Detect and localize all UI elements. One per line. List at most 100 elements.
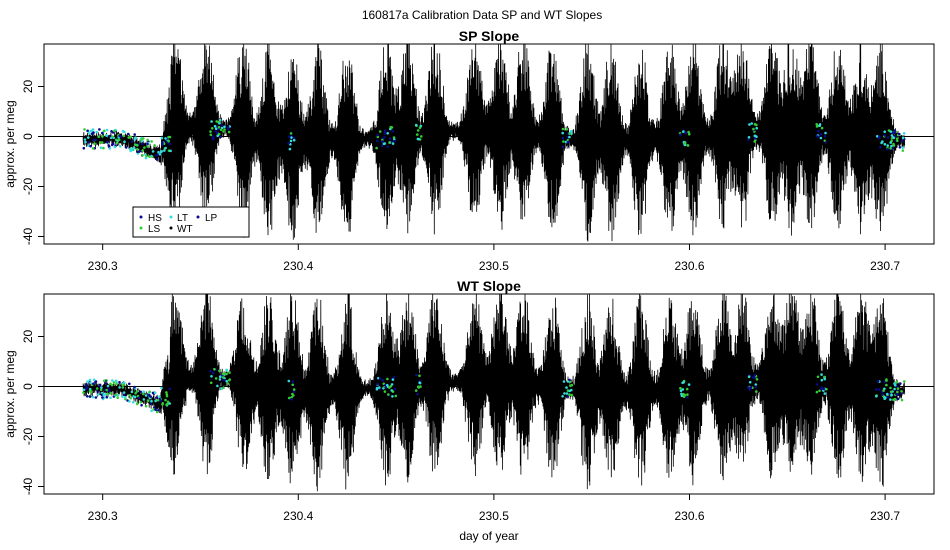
calibration-point-ls: [223, 372, 226, 375]
calibration-point-hs: [133, 385, 136, 389]
calibration-point-hs: [126, 132, 130, 136]
calibration-point-ls: [755, 378, 759, 381]
calibration-point-ls: [148, 390, 152, 394]
calibration-point-hs: [393, 387, 397, 391]
calibration-point-ls: [416, 133, 419, 136]
calibration-point-lt: [157, 150, 160, 154]
y-tick-label: -40: [21, 478, 35, 496]
calibration-point-ls: [161, 403, 164, 406]
calibration-point-lt: [105, 128, 109, 132]
calibration-point-hs: [87, 141, 91, 144]
calibration-point-hs: [879, 146, 882, 149]
calibration-point-lt: [884, 396, 887, 400]
x-tick-label: 230.6: [674, 509, 704, 523]
calibration-point-ls: [102, 379, 106, 383]
calibration-point-hs: [376, 139, 379, 143]
calibration-point-lt: [390, 389, 394, 392]
calibration-point-ls: [167, 135, 170, 139]
calibration-point-ls: [165, 393, 169, 396]
calibration-point-lt: [889, 141, 892, 144]
calibration-point-ls: [289, 132, 293, 135]
calibration-point-hs: [886, 148, 889, 151]
sp-slope-data: [82, 43, 906, 242]
calibration-point-ls: [99, 388, 103, 392]
calibration-point-hs: [101, 131, 104, 135]
calibration-point-lt: [160, 136, 164, 140]
calibration-point-hs: [287, 142, 290, 145]
calibration-point-hs: [147, 393, 151, 397]
calibration-point-ls: [112, 381, 116, 384]
calibration-point-hs: [817, 129, 820, 133]
calibration-point-lt: [886, 392, 889, 396]
calibration-point-lt: [163, 149, 166, 152]
calibration-point-lt: [151, 150, 155, 153]
sp-slope-x-axis: 230.3 230.4 230.5 230.6 230.7: [88, 244, 900, 273]
calibration-point-hs: [886, 136, 890, 139]
calibration-point-hs: [376, 382, 379, 386]
calibration-point-ls: [383, 390, 387, 393]
calibration-point-ls: [82, 391, 85, 395]
calibration-point-lt: [901, 136, 905, 140]
calibration-point-ls: [386, 377, 389, 381]
calibration-point-hs: [161, 143, 164, 146]
calibration-point-lt: [109, 396, 112, 400]
calibration-point-lt: [565, 386, 568, 389]
calibration-point-lt: [87, 136, 90, 139]
calibration-point-hs: [149, 395, 152, 398]
calibration-point-hs: [108, 134, 112, 138]
calibration-point-ls: [139, 138, 143, 141]
wt-slope-x-axis: 230.3 230.4 230.5 230.6 230.7: [88, 494, 900, 523]
sp-slope-plot-frame: [43, 43, 935, 245]
calibration-point-ls: [155, 410, 159, 414]
calibration-point-hs: [754, 385, 758, 389]
calibration-point-ls: [882, 389, 885, 392]
wt-slope-plot-frame: [43, 293, 935, 495]
calibration-point-lt: [89, 381, 92, 385]
calibration-point-hs: [211, 137, 215, 141]
calibration-point-lt: [218, 122, 221, 125]
calibration-point-hs: [881, 393, 884, 396]
calibration-point-ls: [291, 383, 295, 387]
calibration-point-hs: [568, 378, 571, 382]
calibration-point-lt: [375, 388, 379, 391]
calibration-point-lt: [123, 396, 127, 399]
x-tick-label: 230.3: [88, 509, 118, 523]
calibration-point-lt: [883, 142, 887, 146]
calibration-point-ls: [136, 147, 139, 151]
calibration-point-ls: [102, 146, 105, 150]
calibration-point-ls: [900, 390, 903, 393]
calibration-point-lt: [87, 144, 90, 147]
calibration-point-ls: [141, 153, 144, 157]
calibration-point-ls: [815, 123, 818, 126]
calibration-point-lt: [88, 378, 92, 382]
calibration-point-lt: [890, 134, 894, 137]
calibration-point-lt: [682, 381, 685, 384]
calibration-point-hs: [376, 133, 379, 137]
calibration-point-hs: [898, 146, 902, 149]
calibration-point-lt: [95, 130, 99, 134]
calibration-point-lt: [121, 395, 124, 399]
calibration-point-ls: [218, 369, 221, 373]
calibration-point-hs: [151, 391, 155, 395]
calibration-point-ls: [136, 144, 139, 147]
x-tick-label: 230.5: [479, 259, 509, 273]
calibration-point-lt: [150, 409, 153, 413]
calibration-point-ls: [896, 139, 899, 143]
legend-label-lp: LP: [205, 213, 218, 224]
calibration-point-hs: [561, 145, 565, 149]
calibration-point-hs: [824, 141, 828, 144]
calibration-point-ls: [387, 393, 390, 396]
calibration-point-lt: [747, 136, 751, 139]
x-tick-label: 230.7: [870, 259, 900, 273]
calibration-point-hs: [883, 134, 887, 137]
calibration-point-hs: [416, 392, 419, 396]
calibration-point-ls: [117, 138, 121, 142]
calibration-point-ls: [889, 386, 892, 390]
calibration-point-hs: [384, 386, 388, 389]
calibration-point-hs: [383, 132, 387, 135]
calibration-point-hs: [88, 395, 92, 398]
calibration-point-ls: [146, 399, 150, 402]
calibration-point-ls: [227, 130, 231, 134]
calibration-point-hs: [749, 386, 753, 389]
y-tick-label: -20: [21, 178, 35, 196]
